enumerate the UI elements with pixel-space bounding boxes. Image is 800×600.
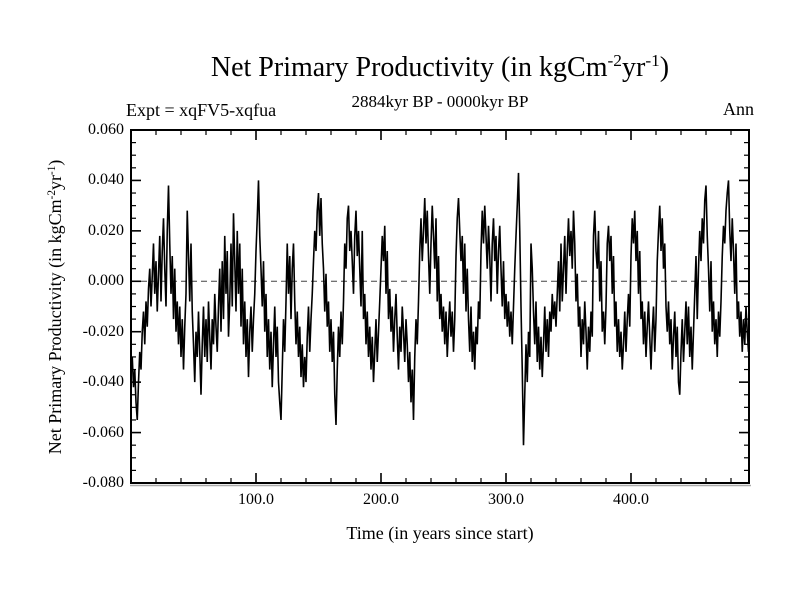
- chart-subtitle: 2884kyr BP - 0000kyr BP: [351, 92, 529, 111]
- chart-title-superscript-1: -2: [607, 50, 622, 70]
- chart-title-close-paren: ): [659, 52, 670, 83]
- x-tick-label: 100.0: [238, 491, 274, 508]
- chart-title-text: Net Primary Productivity (in kgCm: [210, 52, 608, 83]
- y-tick-label: -0.060: [82, 423, 124, 441]
- y-tick-label: -0.020: [82, 322, 124, 340]
- y-tick-label: 0.000: [88, 272, 124, 290]
- x-tick-label: 400.0: [613, 491, 649, 508]
- y-tick-label: 0.040: [88, 171, 124, 189]
- y-tick-label: -0.040: [82, 373, 124, 391]
- y-tick-label: 0.060: [88, 121, 124, 138]
- mean-type-label: Ann: [723, 99, 754, 119]
- x-tick-label: 300.0: [488, 491, 524, 508]
- data-series-line: [130, 172, 750, 446]
- y-tick-label: 0.020: [88, 221, 124, 239]
- x-axis-title: Time (in years since start): [346, 523, 534, 543]
- y-axis-title: Net Primary Productivity (in kgCm-2yr-1): [45, 107, 69, 507]
- chart-title-superscript-2: -1: [645, 50, 660, 70]
- chart-title: Net Primary Productivity (in kgCm-2yr-1): [131, 50, 749, 84]
- x-tick-label: 200.0: [363, 491, 399, 508]
- experiment-label: Expt = xqFV5-xqfua: [126, 100, 277, 120]
- plot-area: [130, 129, 751, 487]
- y-axis-title-close-paren: ): [45, 159, 65, 166]
- chart-title-unit: yr: [621, 52, 646, 83]
- y-tick-label: -0.080: [82, 474, 124, 491]
- y-axis-title-superscript-1: -2: [45, 190, 58, 200]
